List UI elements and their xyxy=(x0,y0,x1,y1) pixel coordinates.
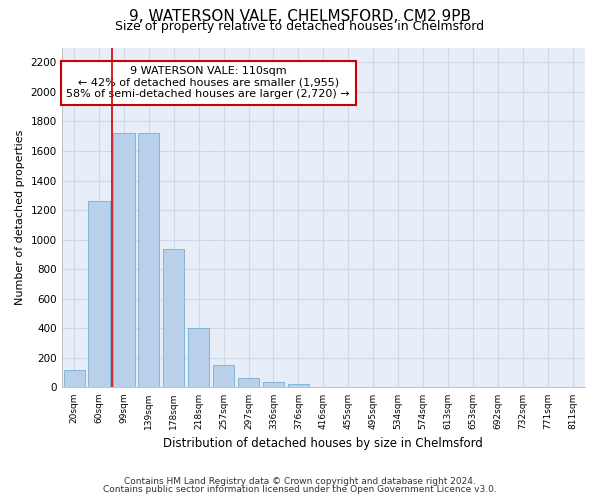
Bar xyxy=(213,366,234,388)
Bar xyxy=(138,133,160,388)
Text: Contains HM Land Registry data © Crown copyright and database right 2024.: Contains HM Land Registry data © Crown c… xyxy=(124,477,476,486)
Bar xyxy=(238,378,259,388)
X-axis label: Distribution of detached houses by size in Chelmsford: Distribution of detached houses by size … xyxy=(163,437,483,450)
Text: Contains public sector information licensed under the Open Government Licence v3: Contains public sector information licen… xyxy=(103,485,497,494)
Bar xyxy=(88,201,110,388)
Bar xyxy=(263,382,284,388)
Bar xyxy=(163,248,184,388)
Bar xyxy=(188,328,209,388)
Text: 9 WATERSON VALE: 110sqm
← 42% of detached houses are smaller (1,955)
58% of semi: 9 WATERSON VALE: 110sqm ← 42% of detache… xyxy=(67,66,350,100)
Bar xyxy=(288,384,309,388)
Text: 9, WATERSON VALE, CHELMSFORD, CM2 9PB: 9, WATERSON VALE, CHELMSFORD, CM2 9PB xyxy=(129,9,471,24)
Y-axis label: Number of detached properties: Number of detached properties xyxy=(15,130,25,305)
Bar xyxy=(64,370,85,388)
Text: Size of property relative to detached houses in Chelmsford: Size of property relative to detached ho… xyxy=(115,20,485,33)
Bar xyxy=(113,133,134,388)
